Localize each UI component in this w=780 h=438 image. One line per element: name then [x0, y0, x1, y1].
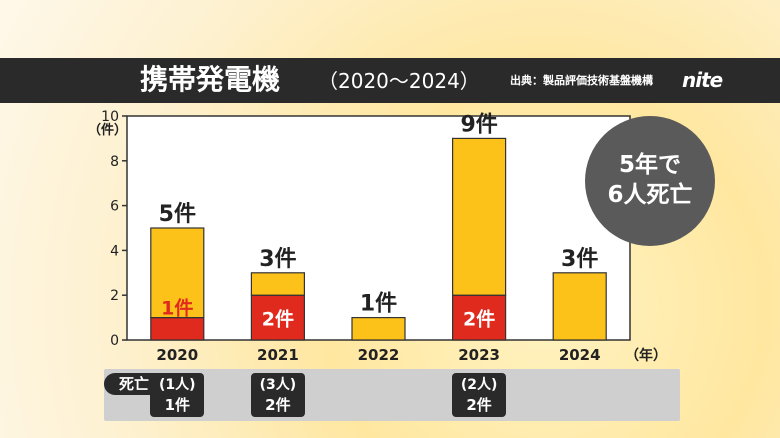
- death-people-count: (2人): [460, 377, 498, 393]
- callout-line-2: 6人死亡: [607, 182, 693, 208]
- x-tick-label: 2020: [156, 346, 198, 364]
- death-data-label: 1件: [161, 297, 193, 320]
- total-bar-segment: [452, 137, 507, 296]
- source-credit: 出典：製品評価技術基盤機構: [510, 74, 653, 87]
- chart-subtitle: （2020～2024）: [318, 69, 480, 93]
- nite-logo: nite: [682, 68, 723, 92]
- x-tick-label: 2021: [257, 346, 299, 364]
- total-data-label: 3件: [561, 247, 598, 272]
- title-bar: 携帯発電機 （2020～2024） 出典：製品評価技術基盤機構 nite: [0, 58, 780, 103]
- total-bar-segment: [351, 317, 406, 341]
- y-tick-label: 10: [101, 109, 119, 125]
- x-tick-label: 2022: [358, 346, 400, 364]
- y-tick-label: 8: [110, 154, 119, 170]
- x-tick-label: 2023: [458, 346, 500, 364]
- death-count-box: (2人) 2件: [452, 373, 507, 417]
- y-axis-label: （件）: [88, 122, 127, 138]
- y-tick-label: 4: [110, 243, 119, 259]
- death-count-box: (1人) 1件: [150, 373, 205, 417]
- chart-title: 携帯発電機: [140, 63, 281, 96]
- death-case-count: 2件: [265, 396, 291, 414]
- total-data-label: 5件: [159, 202, 196, 227]
- total-bar-segment: [150, 227, 205, 319]
- total-bar-segment: [552, 272, 607, 341]
- death-count-box: (3人) 2件: [250, 373, 305, 417]
- death-bar-segment: [150, 317, 205, 341]
- y-tick-label: 6: [110, 199, 119, 215]
- death-bar-segment: [250, 294, 305, 341]
- plot-area: [126, 115, 631, 341]
- y-tick-label: 2: [110, 288, 119, 304]
- summary-callout: 5年で 6人死亡: [585, 116, 715, 246]
- total-data-label: 9件: [460, 112, 497, 137]
- death-people-count: (3人): [259, 377, 297, 393]
- total-data-label: 3件: [259, 247, 296, 272]
- x-axis-label: （年）: [625, 347, 667, 364]
- death-case-count: 2件: [466, 396, 492, 414]
- death-data-label: 2件: [262, 308, 294, 331]
- death-bar-segment: [452, 294, 507, 341]
- death-case-count: 1件: [164, 396, 191, 414]
- callout-line-1: 5年で: [618, 152, 681, 178]
- total-bar-segment: [250, 272, 305, 296]
- y-tick-label: 0: [110, 333, 119, 349]
- death-people-count: (1人): [159, 377, 196, 393]
- x-tick-label: 2024: [559, 346, 601, 364]
- death-data-label: 2件: [463, 308, 495, 331]
- deaths-label: 死亡: [104, 373, 164, 395]
- total-data-label: 1件: [360, 292, 397, 317]
